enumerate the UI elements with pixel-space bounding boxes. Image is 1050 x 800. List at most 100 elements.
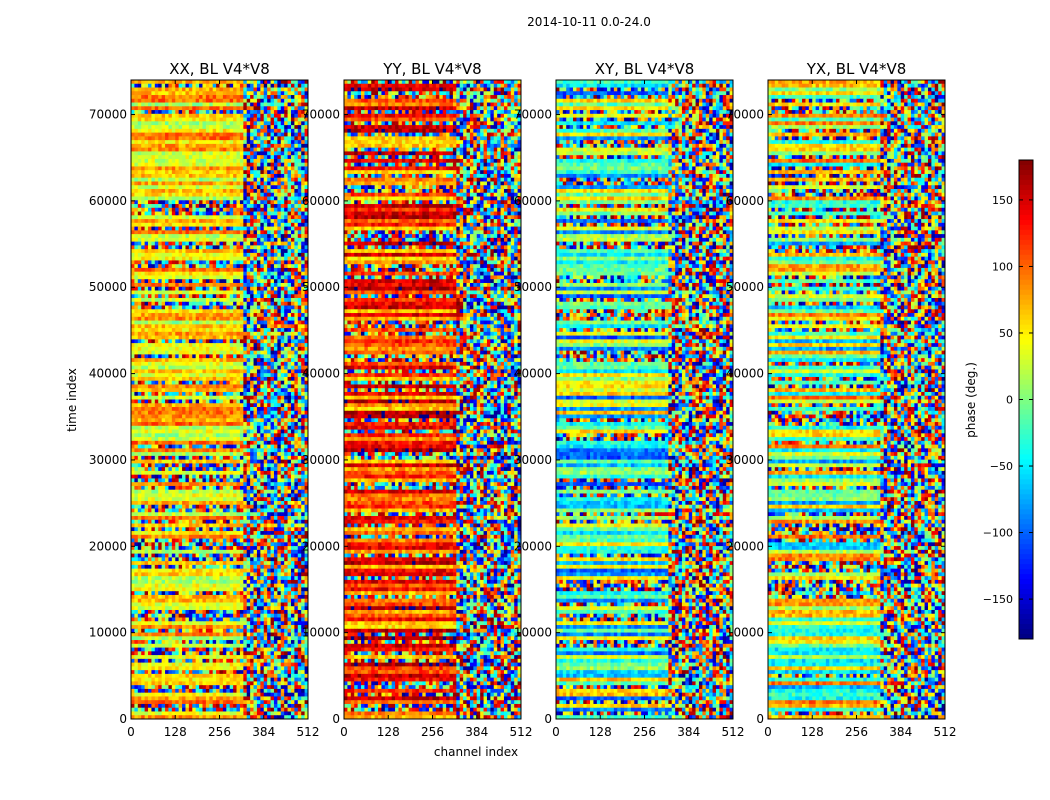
x-tick-label: 256 (633, 725, 656, 739)
colorbar-segment (1019, 199, 1033, 206)
heatmap-cells (768, 80, 946, 720)
colorbar-segment (1019, 564, 1033, 570)
colorbar-segment (1019, 524, 1033, 530)
y-tick-label: 50000 (514, 280, 552, 294)
colorbar-segment (1019, 259, 1033, 266)
colorbar-segment (1019, 194, 1033, 201)
y-tick-label: 40000 (302, 367, 340, 381)
colorbar-tick-label: −150 (983, 593, 1013, 606)
y-tick-label: 30000 (726, 453, 764, 467)
colorbar-segment (1019, 189, 1033, 196)
x-tick-label: 256 (208, 725, 231, 739)
colorbar-segment (1019, 434, 1033, 440)
x-tick-label: 512 (722, 725, 745, 739)
colorbar-tick-label: 50 (999, 327, 1013, 340)
colorbar-segment (1019, 619, 1033, 625)
colorbar-segment (1019, 304, 1033, 311)
y-tick-label: 20000 (726, 539, 764, 553)
colorbar-segment (1019, 209, 1033, 216)
y-tick-label: 0 (119, 712, 127, 726)
colorbar-segment (1019, 339, 1033, 346)
colorbar-segment (1019, 439, 1033, 445)
y-tick-label: 20000 (302, 539, 340, 553)
x-tick-label: 128 (164, 725, 187, 739)
colorbar-tick-label: −50 (990, 460, 1013, 473)
x-tick-label: 0 (764, 725, 772, 739)
figure-suptitle: 2014-10-11 0.0-24.0 (527, 15, 651, 29)
colorbar-segment (1019, 309, 1033, 316)
colorbar-segment (1019, 224, 1033, 231)
colorbar-segment (1019, 269, 1033, 276)
colorbar-segment (1019, 599, 1033, 605)
colorbar-segment (1019, 629, 1033, 635)
colorbar-segment (1019, 219, 1033, 226)
x-tick-label: 384 (252, 725, 275, 739)
colorbar-segment (1019, 489, 1033, 495)
colorbar-label: phase (deg.) (964, 362, 978, 438)
colorbar-segment (1019, 554, 1033, 560)
colorbar-segment (1019, 160, 1033, 166)
colorbar-segment (1019, 549, 1033, 555)
x-tick-label: 512 (297, 725, 320, 739)
y-tick-label: 30000 (89, 453, 127, 467)
colorbar-tick-label: 150 (992, 194, 1013, 207)
colorbar-segment (1019, 469, 1033, 475)
x-tick-label: 384 (465, 725, 488, 739)
colorbar-segment (1019, 459, 1033, 465)
colorbar-segment (1019, 429, 1033, 435)
heatmap-cells (131, 80, 309, 720)
colorbar-segment (1019, 244, 1033, 251)
colorbar-segment (1019, 569, 1033, 575)
colorbar-segment (1019, 389, 1033, 396)
y-tick-label: 10000 (726, 626, 764, 640)
colorbar-segment (1019, 474, 1033, 480)
colorbar-segment (1019, 229, 1033, 236)
colorbar-segment (1019, 529, 1033, 535)
y-tick-label: 30000 (514, 453, 552, 467)
colorbar-segment (1019, 349, 1033, 356)
colorbar-segment (1019, 289, 1033, 296)
y-tick-label: 10000 (514, 626, 552, 640)
colorbar-segment (1019, 579, 1033, 585)
colorbar-segment (1019, 334, 1033, 341)
colorbar-segment (1019, 344, 1033, 351)
y-tick-label: 60000 (302, 194, 340, 208)
colorbar-segment (1019, 609, 1033, 615)
colorbar-segment (1019, 374, 1033, 381)
y-tick-label: 40000 (726, 367, 764, 381)
colorbar-tick-label: 0 (1006, 394, 1013, 407)
colorbar-segment (1019, 264, 1033, 271)
colorbar-segment (1019, 404, 1033, 410)
colorbar-segment (1019, 299, 1033, 306)
colorbar-segment (1019, 594, 1033, 600)
colorbar-segment (1019, 624, 1033, 630)
y-tick-label: 70000 (726, 108, 764, 122)
panel-title: YY, BL V4*V8 (382, 60, 481, 78)
y-tick-label: 70000 (302, 108, 340, 122)
y-axis-label: time index (65, 368, 79, 432)
colorbar-segment (1019, 519, 1033, 525)
colorbar-segment (1019, 544, 1033, 550)
x-tick-label: 384 (677, 725, 700, 739)
colorbar-segment (1019, 184, 1033, 191)
heatmap-cells (344, 80, 522, 720)
colorbar-segment (1019, 589, 1033, 595)
colorbar-segment (1019, 369, 1033, 376)
colorbar-segment (1019, 254, 1033, 261)
colorbar-segment (1019, 504, 1033, 510)
x-tick-label: 0 (127, 725, 135, 739)
colorbar-tick-label: 100 (992, 260, 1013, 273)
y-tick-label: 60000 (514, 194, 552, 208)
colorbar-segment (1019, 484, 1033, 490)
x-tick-label: 128 (377, 725, 400, 739)
colorbar-segment (1019, 204, 1033, 211)
x-tick-label: 0 (340, 725, 348, 739)
panel-1: YY, BL V4*V8 0 128 256 384 512 0 10000 20000 3000… (302, 60, 533, 739)
colorbar-segment (1019, 509, 1033, 515)
y-tick-label: 60000 (726, 194, 764, 208)
colorbar-segment (1019, 614, 1033, 620)
y-tick-label: 20000 (514, 539, 552, 553)
colorbar-segment (1019, 274, 1033, 281)
y-tick-label: 70000 (514, 108, 552, 122)
